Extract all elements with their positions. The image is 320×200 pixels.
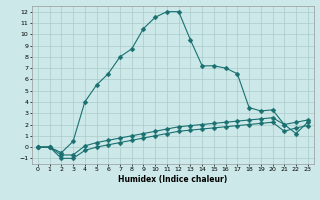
X-axis label: Humidex (Indice chaleur): Humidex (Indice chaleur) <box>118 175 228 184</box>
